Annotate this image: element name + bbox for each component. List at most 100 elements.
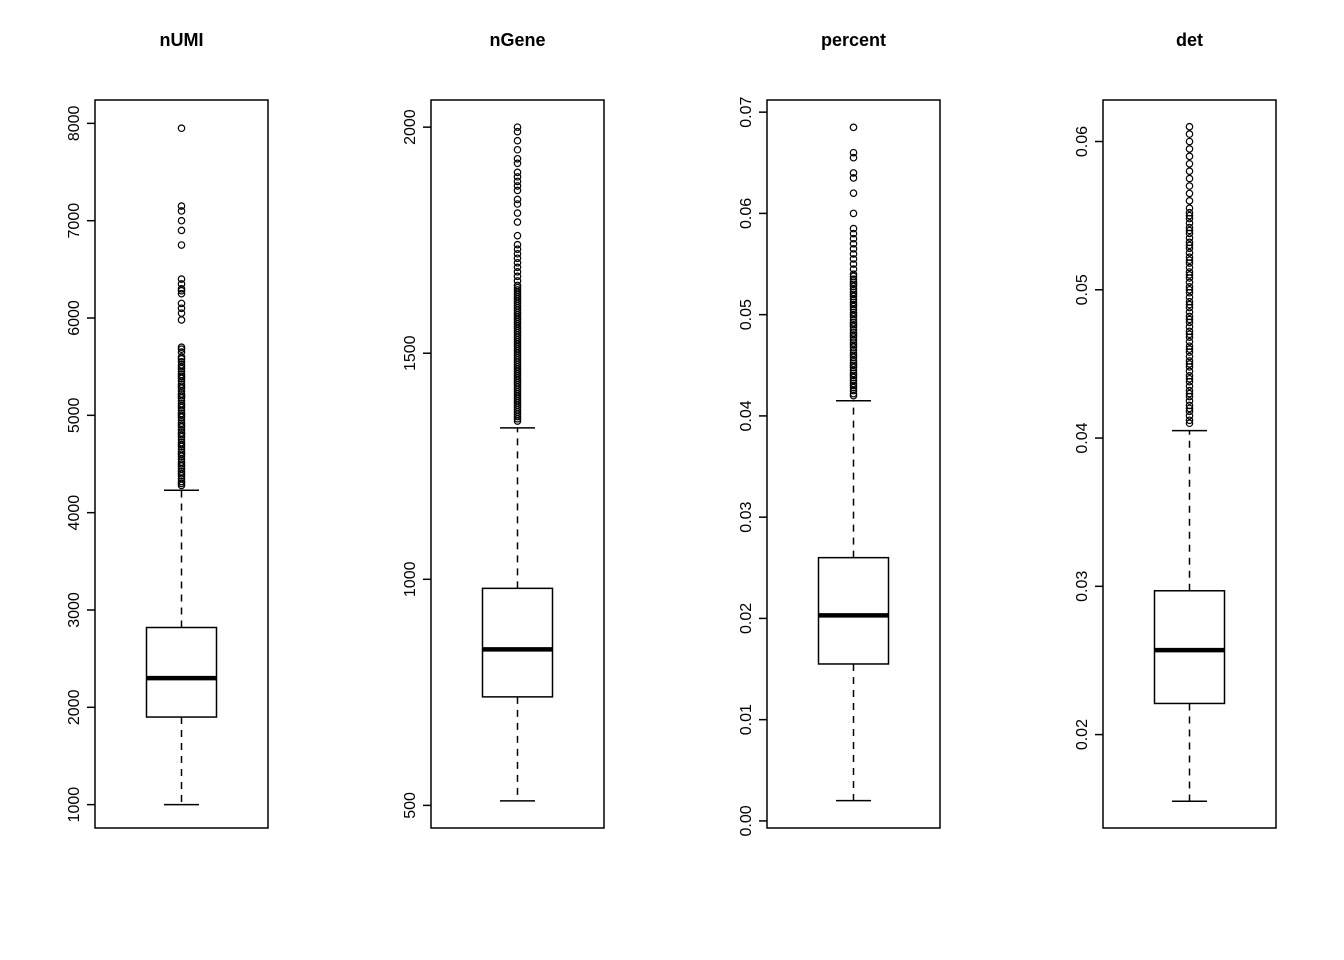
outlier-point bbox=[849, 376, 858, 385]
outlier-point bbox=[849, 148, 858, 157]
outlier-point bbox=[513, 123, 522, 131]
outlier-point bbox=[1185, 278, 1194, 287]
outlier-point bbox=[513, 182, 522, 190]
outlier-point bbox=[1185, 404, 1194, 413]
outlier-point bbox=[849, 265, 858, 273]
outlier-point bbox=[1185, 211, 1194, 220]
outlier-point bbox=[1185, 397, 1194, 405]
boxplot-panel-det: det 0.02 0.03 0.04 0.05 0.06 bbox=[1008, 0, 1344, 960]
y-axis-tick-label: 0.02 bbox=[1074, 719, 1091, 750]
outlier-point bbox=[1185, 244, 1194, 253]
y-axis-tick-label: 2000 bbox=[402, 109, 419, 145]
outlier-point bbox=[849, 315, 858, 324]
outlier-point bbox=[177, 304, 186, 313]
outlier-point bbox=[1185, 293, 1194, 301]
outlier-point bbox=[1185, 130, 1194, 138]
outlier-point bbox=[1185, 367, 1194, 376]
outlier-point bbox=[177, 216, 186, 225]
y-axis-tick-label: 0.02 bbox=[738, 603, 755, 634]
outlier-point bbox=[849, 169, 858, 177]
outlier-point bbox=[1185, 330, 1194, 339]
y-axis-tick-label: 8000 bbox=[66, 105, 83, 141]
outlier-point bbox=[513, 186, 522, 195]
outlier-point bbox=[1185, 407, 1194, 416]
outlier-point bbox=[1185, 315, 1194, 324]
boxplot-panel-nUMI: nUMI 1000 2000 3000 4000 5000 6000 7000 8000 bbox=[0, 0, 336, 960]
outlier-point bbox=[1185, 389, 1194, 398]
outlier-point bbox=[849, 245, 858, 253]
outlier-point bbox=[1185, 348, 1194, 356]
outlier-point bbox=[1185, 122, 1194, 131]
outlier-point bbox=[1185, 189, 1194, 198]
outlier-point bbox=[1185, 259, 1194, 267]
outlier-point bbox=[849, 239, 858, 248]
y-axis-tick-label: 0.00 bbox=[738, 805, 755, 836]
outlier-point bbox=[1185, 256, 1194, 264]
panel-title: nUMI bbox=[159, 30, 204, 50]
outlier-point bbox=[513, 268, 522, 276]
outlier-point bbox=[1185, 337, 1194, 346]
outlier-point bbox=[1185, 234, 1194, 242]
outlier-point bbox=[1185, 204, 1194, 213]
y-axis-tick-label: 4000 bbox=[66, 495, 83, 531]
outlier-point bbox=[1185, 352, 1194, 361]
y-axis-tick-label: 0.01 bbox=[738, 704, 755, 735]
outlier-point bbox=[177, 207, 186, 215]
boxplot-canvas: 0.02 0.03 0.04 0.05 0.06 bbox=[1074, 99, 1277, 829]
outlier-point bbox=[513, 200, 522, 208]
outlier-point bbox=[849, 386, 858, 395]
outlier-point bbox=[1185, 382, 1194, 390]
y-axis-tick-label: 1500 bbox=[402, 335, 419, 371]
outlier-point bbox=[849, 224, 858, 233]
boxplot-panel-percent: percent 0.00 0.01 0.02 0.03 0.04 0.05 0.06 0.07 bbox=[672, 0, 1008, 960]
y-axis-tick-label: 3000 bbox=[66, 592, 83, 628]
outlier-point bbox=[513, 159, 522, 168]
outlier-point bbox=[1185, 374, 1194, 383]
outlier-point bbox=[1185, 248, 1194, 257]
outlier-point bbox=[1185, 360, 1194, 368]
outlier-point bbox=[513, 272, 522, 281]
outlier-point bbox=[513, 168, 522, 177]
outlier-point bbox=[1185, 174, 1194, 183]
outlier-point bbox=[849, 189, 858, 197]
y-axis-tick-label: 0.06 bbox=[1074, 126, 1091, 157]
outlier-point bbox=[1185, 137, 1194, 146]
outlier-point bbox=[177, 241, 186, 249]
outlier-point bbox=[1185, 323, 1194, 331]
outlier-point bbox=[513, 245, 522, 254]
iqr-box bbox=[481, 587, 554, 698]
outlier-point bbox=[1185, 214, 1194, 223]
y-axis-tick-label: 0.03 bbox=[738, 501, 755, 532]
outlier-point bbox=[1185, 226, 1194, 235]
y-axis-tick-label: 1000 bbox=[66, 787, 83, 823]
outlier-point bbox=[513, 240, 522, 249]
outlier-point bbox=[849, 346, 858, 354]
outlier-point bbox=[849, 255, 858, 263]
outlier-point bbox=[849, 229, 858, 238]
outlier-point bbox=[1185, 416, 1194, 425]
boxplot-panel-nGene: nGene 500 1000 1500 2000 bbox=[336, 0, 672, 960]
outlier-point bbox=[1185, 412, 1194, 420]
boxplot-canvas: 0.00 0.01 0.02 0.03 0.04 0.05 0.06 0.07 bbox=[738, 96, 941, 836]
outlier-point bbox=[849, 295, 858, 304]
outlier-point bbox=[513, 173, 522, 181]
y-axis-tick-label: 0.04 bbox=[738, 400, 755, 431]
outlier-point bbox=[177, 316, 186, 324]
outlier-point bbox=[849, 153, 858, 162]
boxplot-canvas: 500 1000 1500 2000 bbox=[402, 99, 605, 829]
outlier-point bbox=[513, 254, 522, 263]
outlier-point bbox=[849, 174, 858, 182]
y-axis-tick-label: 0.05 bbox=[738, 299, 755, 330]
y-axis-tick-label: 7000 bbox=[66, 203, 83, 239]
outlier-point bbox=[849, 326, 858, 334]
y-axis-tick-label: 6000 bbox=[66, 300, 83, 336]
outlier-point bbox=[513, 195, 522, 204]
outlier-point bbox=[1185, 274, 1194, 282]
outlier-point bbox=[513, 218, 522, 226]
outlier-point bbox=[177, 202, 186, 210]
outlier-point bbox=[513, 136, 522, 145]
outlier-point bbox=[1185, 159, 1194, 168]
outlier-point bbox=[1185, 285, 1194, 294]
outlier-point bbox=[1185, 377, 1194, 386]
outlier-point bbox=[849, 336, 858, 344]
